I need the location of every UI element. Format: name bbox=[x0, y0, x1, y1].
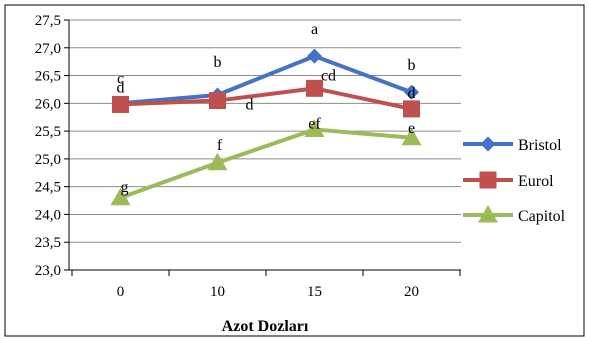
y-tick-label: 23,0 bbox=[35, 263, 61, 279]
y-tick-label: 27,5 bbox=[35, 13, 61, 29]
point-label-eurol: cd bbox=[321, 67, 336, 84]
series-line-bristol bbox=[120, 54, 413, 106]
point-label-eurol: d bbox=[408, 85, 416, 102]
y-tick-label: 26,5 bbox=[35, 69, 61, 85]
point-label-capitol: ef bbox=[308, 115, 321, 132]
point-label-eurol: d bbox=[246, 97, 254, 114]
legend-label-eurol: Eurol bbox=[518, 173, 554, 190]
x-tick-label: 20 bbox=[404, 284, 419, 300]
point-label-bristol: b bbox=[408, 57, 416, 74]
point-eurol bbox=[306, 79, 323, 97]
y-tick-label: 24,5 bbox=[35, 180, 61, 196]
legend-marker-eurol bbox=[479, 171, 497, 189]
point-eurol bbox=[403, 100, 420, 118]
point-bristol bbox=[307, 48, 322, 64]
y-tick-label: 24,0 bbox=[35, 207, 61, 223]
y-tick-label: 27,0 bbox=[35, 41, 61, 57]
point-eurol bbox=[209, 92, 226, 110]
x-tick-label: 10 bbox=[210, 284, 225, 300]
axes bbox=[64, 19, 461, 276]
point-capitol bbox=[401, 127, 422, 146]
point-eurol bbox=[112, 95, 129, 113]
y-tick-label: 23,5 bbox=[35, 235, 61, 251]
point-label-bristol: a bbox=[311, 21, 318, 38]
x-tick-labels: 0 10 15 20 bbox=[117, 284, 419, 300]
x-axis-title: Azot Dozları bbox=[222, 318, 309, 335]
series-line-capitol bbox=[119, 127, 412, 200]
point-label-capitol: g bbox=[121, 179, 129, 196]
point-capitol bbox=[110, 187, 131, 206]
legend-label-bristol: Bristol bbox=[518, 137, 562, 154]
chart-border bbox=[4, 4, 585, 337]
y-tick-label: 26,0 bbox=[35, 96, 61, 112]
y-tick-label: 25,5 bbox=[35, 124, 61, 140]
x-tick-label: 15 bbox=[307, 284, 322, 300]
point-capitol bbox=[304, 119, 325, 137]
point-capitol bbox=[207, 152, 228, 171]
point-label-bristol: c bbox=[117, 70, 124, 87]
series-group bbox=[110, 48, 422, 206]
point-label-capitol: f bbox=[217, 137, 223, 154]
series-line-eurol bbox=[120, 86, 412, 111]
legend: Bristol Eurol Capitol bbox=[463, 136, 566, 225]
point-label-eurol: d bbox=[117, 79, 125, 96]
point-label-capitol: e bbox=[408, 120, 415, 137]
legend-label-capitol: Capitol bbox=[518, 208, 566, 225]
point-label-bristol: b bbox=[214, 54, 222, 71]
legend-marker-capitol bbox=[478, 205, 498, 223]
y-tick-labels: 23,0 23,5 24,0 24,5 25,0 25,5 26,0 26,5 27,0 27,5 bbox=[35, 13, 61, 279]
legend-marker-bristol bbox=[480, 136, 496, 152]
x-tick-label: 0 bbox=[117, 284, 125, 300]
y-tick-label: 25,0 bbox=[35, 152, 61, 168]
point-bristol bbox=[404, 84, 419, 100]
